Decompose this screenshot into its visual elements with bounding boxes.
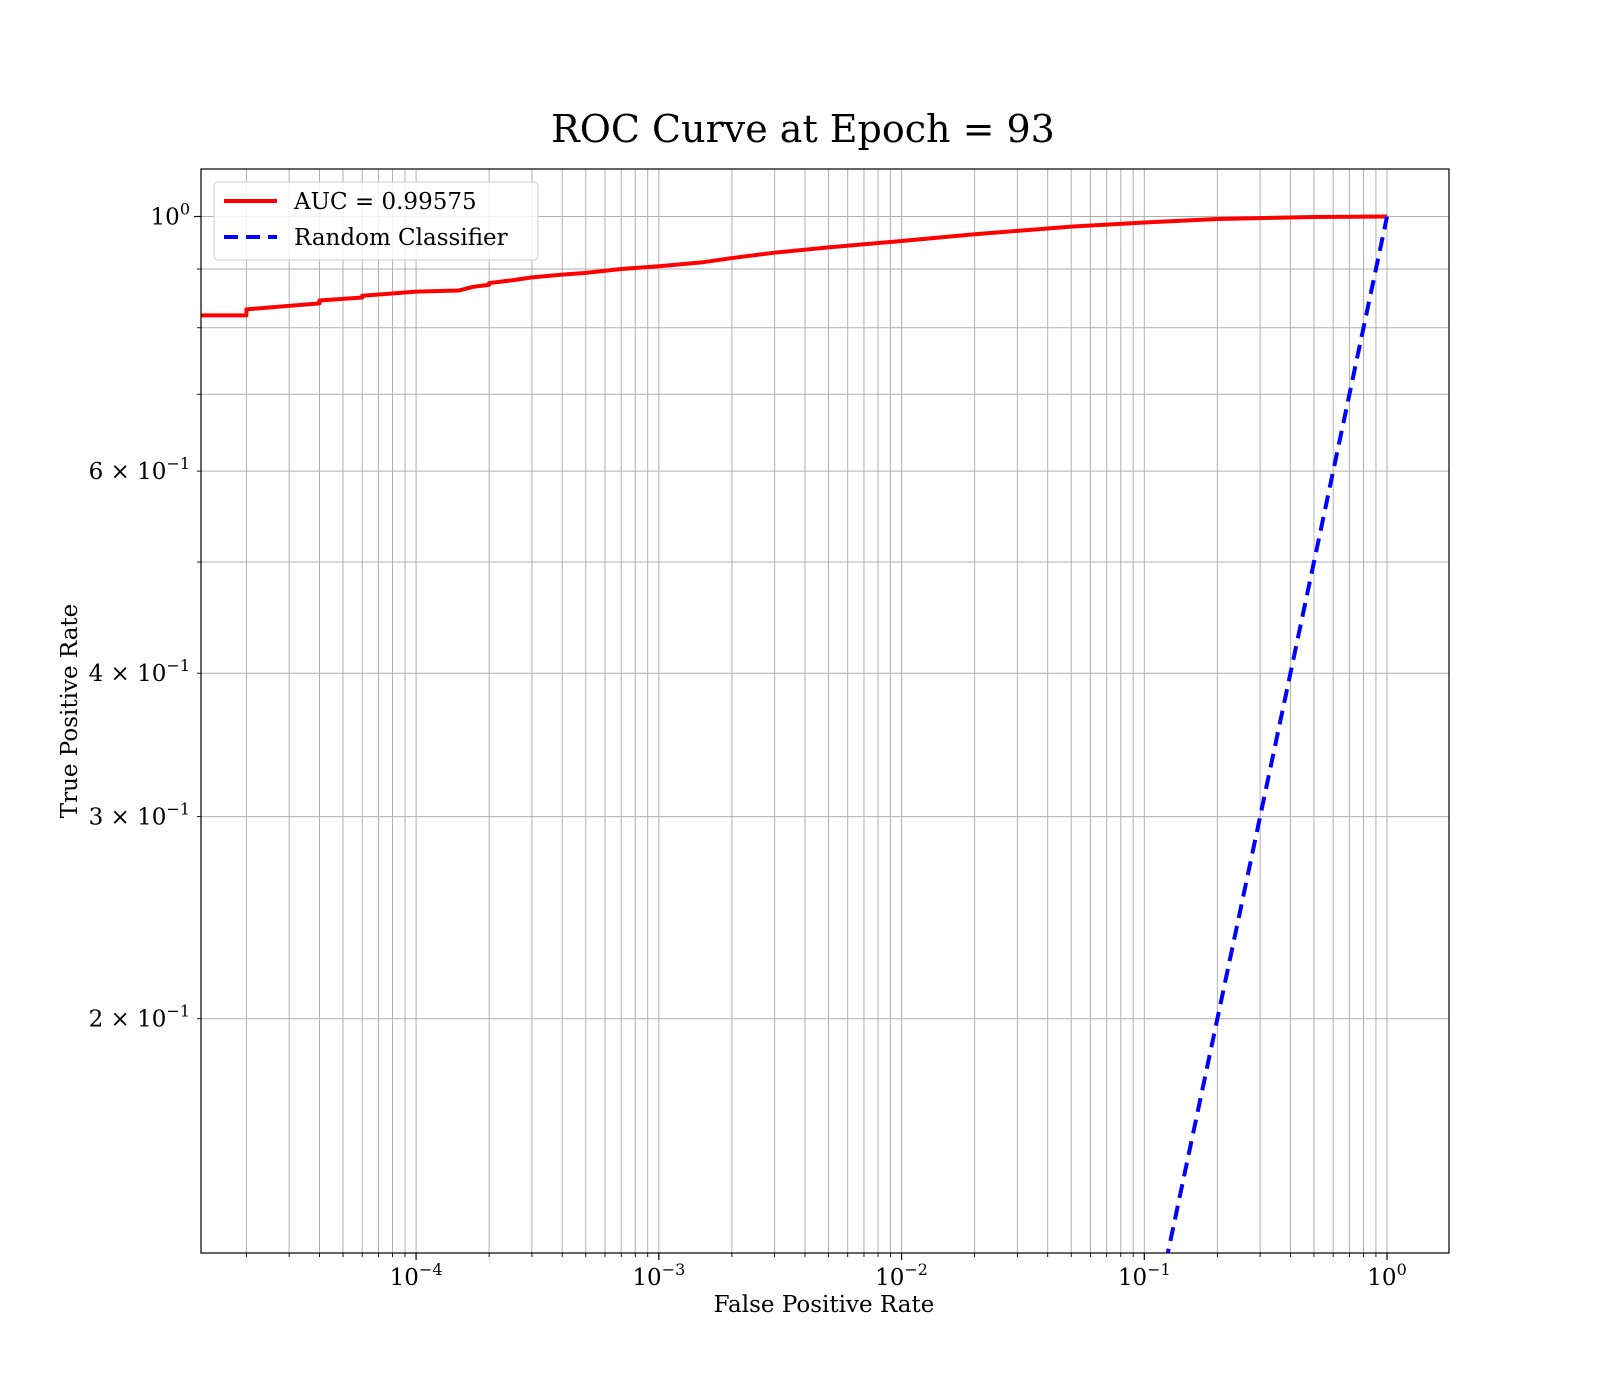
chart-title: ROC Curve at Epoch = 93 bbox=[551, 107, 1055, 151]
y-tick-label: 100 bbox=[151, 200, 190, 231]
random-classifier-line bbox=[1165, 216, 1389, 1253]
legend-label-auc: AUC = 0.99575 bbox=[293, 189, 477, 215]
legend: AUC = 0.99575 Random Classifier bbox=[213, 181, 539, 261]
plot-area-frame bbox=[200, 168, 1450, 1254]
axis-ticks bbox=[194, 215, 1388, 1260]
y-tick-label: 4 × 10−1 bbox=[89, 656, 190, 687]
series-lines bbox=[201, 214, 1389, 1253]
x-tick-label: 100 bbox=[1367, 1260, 1406, 1291]
y-axis-label: True Positive Rate bbox=[57, 604, 83, 819]
x-tick-label: 10−1 bbox=[1118, 1260, 1171, 1291]
y-tick-label: 2 × 10−1 bbox=[89, 1002, 190, 1033]
y-tick-label: 6 × 10−1 bbox=[89, 454, 190, 485]
x-tick-label: 10−3 bbox=[632, 1260, 685, 1291]
y-tick-label: 3 × 10−1 bbox=[89, 800, 190, 831]
legend-label-random: Random Classifier bbox=[294, 225, 508, 251]
x-tick-labels: 10−4 10−3 10−2 10−1 100 bbox=[390, 1260, 1407, 1291]
x-tick-label: 10−2 bbox=[875, 1260, 928, 1291]
x-axis-label: False Positive Rate bbox=[714, 1292, 935, 1318]
grid-lines bbox=[201, 169, 1449, 1253]
legend-box bbox=[213, 181, 539, 261]
roc-curve-line bbox=[201, 214, 1388, 318]
y-tick-labels: 100 6 × 10−1 4 × 10−1 3 × 10−1 2 × 10−1 bbox=[89, 200, 190, 1033]
x-tick-label: 10−4 bbox=[390, 1260, 443, 1291]
